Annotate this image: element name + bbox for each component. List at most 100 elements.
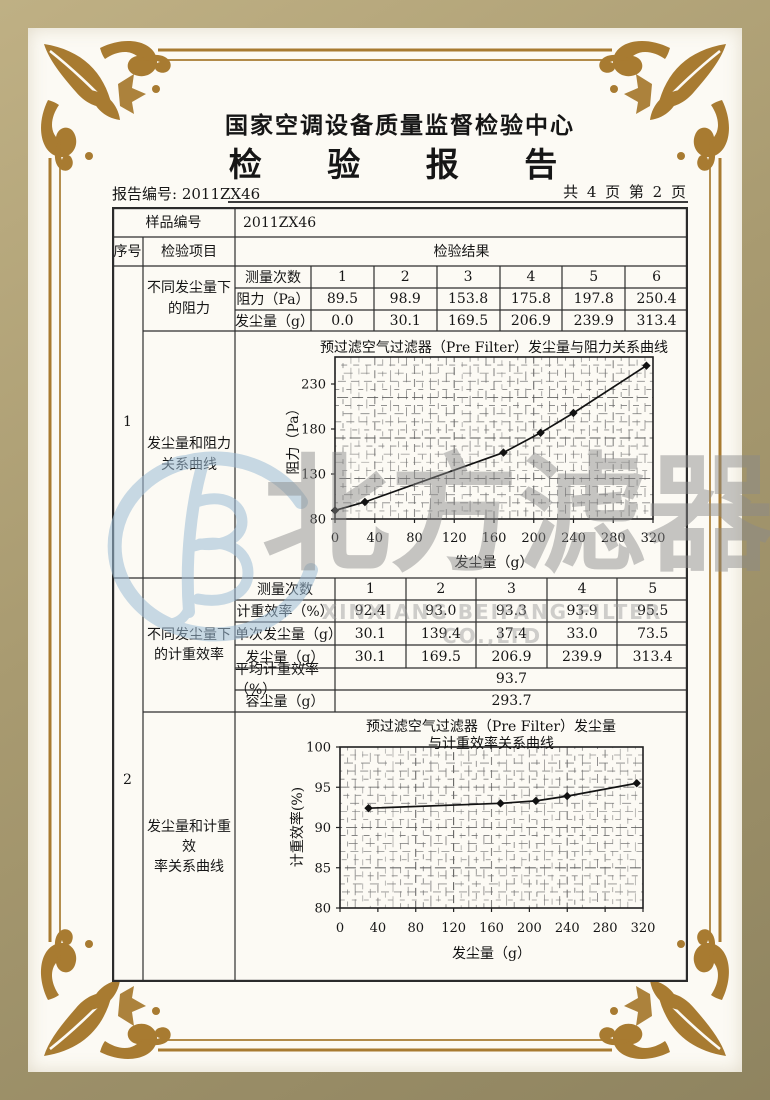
svg-text:320: 320 bbox=[631, 921, 656, 936]
cell: 0.0 bbox=[331, 312, 354, 329]
cell: 2 bbox=[436, 581, 446, 597]
section2-seq: 2 bbox=[123, 771, 132, 788]
table-row: 测量次数 1 2 3 4 5 bbox=[235, 578, 688, 600]
column-header-result: 检验结果 bbox=[433, 243, 490, 260]
item-line: 的阻力 bbox=[168, 300, 210, 317]
row-label: 发尘量（g） bbox=[245, 649, 325, 666]
cell: 169.5 bbox=[448, 312, 489, 329]
cell: 2 bbox=[400, 269, 410, 285]
svg-text:80: 80 bbox=[406, 531, 423, 546]
item-line: 发尘量和阻力 bbox=[147, 436, 231, 453]
cell: 30.1 bbox=[389, 312, 421, 329]
item-line: 发尘量和计重效 bbox=[147, 818, 231, 855]
item-line: 关系曲线 bbox=[161, 456, 217, 473]
svg-text:0: 0 bbox=[336, 921, 344, 936]
cell: 239.9 bbox=[562, 648, 603, 665]
resistance-chart: 0 40 80 120 160 200 240 280 320 80 130 180 230 预过滤空气过… bbox=[286, 340, 668, 571]
svg-text:80: 80 bbox=[314, 902, 331, 917]
section2-item-top: 不同发尘量下 的计重效率 bbox=[143, 578, 235, 712]
column-header-item: 检验项目 bbox=[161, 243, 217, 260]
cell: 93.7 bbox=[495, 671, 528, 687]
cell: 92.4 bbox=[354, 603, 386, 619]
cell: 4 bbox=[577, 581, 587, 597]
svg-text:发尘量（g）: 发尘量（g） bbox=[455, 555, 534, 571]
svg-text:40: 40 bbox=[370, 921, 387, 936]
row-label: 容尘量（g） bbox=[245, 694, 325, 710]
column-header-seq: 序号 bbox=[113, 243, 142, 260]
cell: 197.8 bbox=[573, 291, 614, 307]
svg-text:320: 320 bbox=[641, 531, 666, 546]
page-info: 共 4 页 第 2 页 bbox=[563, 183, 688, 201]
row-label: 发尘量（g） bbox=[235, 313, 314, 330]
table-row: 测量次数 1 2 3 4 5 6 bbox=[235, 266, 688, 288]
cell: 1 bbox=[365, 581, 375, 597]
table-row: 单次发尘量（g） 30.1 139.4 37.4 33.0 73.5 bbox=[235, 622, 688, 645]
cell: 175.8 bbox=[510, 291, 551, 307]
item-line: 率关系曲线 bbox=[154, 859, 224, 876]
cell: 93.9 bbox=[566, 603, 598, 619]
section1-seq: 1 bbox=[123, 413, 132, 430]
cell: 250.4 bbox=[636, 291, 677, 307]
item-line: 不同发尘量下 bbox=[147, 626, 231, 643]
svg-text:40: 40 bbox=[366, 531, 383, 546]
sample-no-label: 样品编号 bbox=[145, 214, 202, 231]
cell: 30.1 bbox=[354, 648, 386, 665]
cell: 98.9 bbox=[389, 291, 421, 307]
cell: 206.9 bbox=[491, 648, 532, 665]
efficiency-chart: 0 40 80 120 160 200 240 280 320 80 85 90 95 100 预过滤空气过… bbox=[289, 719, 656, 962]
svg-text:120: 120 bbox=[442, 531, 467, 546]
table-row: 发尘量（g） 30.1 169.5 206.9 239.9 313.4 bbox=[235, 645, 688, 668]
svg-text:95: 95 bbox=[314, 781, 331, 796]
report-title: 检 验 报 告 bbox=[228, 145, 572, 184]
cell: 1 bbox=[337, 269, 347, 285]
section1-item-bottom: 发尘量和阻力 关系曲线 bbox=[143, 331, 235, 578]
svg-text:240: 240 bbox=[555, 921, 580, 936]
table-row: 计重效率（%） 92.4 93.0 93.3 93.9 95.5 bbox=[235, 600, 688, 622]
section1-item-top: 不同发尘量下 的阻力 bbox=[143, 266, 235, 331]
row-label: 单次发尘量（g） bbox=[235, 626, 342, 643]
cell: 313.4 bbox=[636, 312, 677, 329]
cell: 153.8 bbox=[448, 291, 489, 307]
svg-text:80: 80 bbox=[407, 921, 424, 936]
cell: 93.0 bbox=[425, 603, 457, 619]
cell: 95.5 bbox=[637, 603, 669, 619]
cell: 139.4 bbox=[420, 625, 461, 642]
svg-text:240: 240 bbox=[561, 531, 586, 546]
svg-text:120: 120 bbox=[441, 921, 466, 936]
cell: 30.1 bbox=[354, 625, 386, 642]
cell: 73.5 bbox=[637, 625, 669, 642]
section2-item-bottom: 发尘量和计重效 率关系曲线 bbox=[143, 712, 235, 982]
svg-text:85: 85 bbox=[314, 861, 331, 876]
cell: 33.0 bbox=[566, 625, 598, 642]
svg-text:发尘量（g）: 发尘量（g） bbox=[452, 946, 531, 962]
cell: 37.4 bbox=[495, 625, 528, 642]
row-label: 测量次数 bbox=[257, 582, 313, 598]
table-row-average-efficiency: 平均计重效率（%） 93.7 bbox=[235, 662, 688, 698]
item-line: 不同发尘量下 bbox=[147, 280, 231, 297]
svg-text:280: 280 bbox=[601, 531, 626, 546]
svg-text:预过滤空气过滤器（Pre Filter）发尘量: 预过滤空气过滤器（Pre Filter）发尘量 bbox=[366, 719, 616, 735]
sample-no-value: 2011ZX46 bbox=[243, 214, 317, 231]
cell: 4 bbox=[526, 269, 536, 285]
cell: 6 bbox=[652, 269, 662, 285]
cell: 313.4 bbox=[632, 648, 673, 665]
svg-text:200: 200 bbox=[517, 921, 542, 936]
item-line: 的计重效率 bbox=[154, 647, 224, 663]
row-label: 计重效率（%） bbox=[236, 604, 334, 620]
svg-text:200: 200 bbox=[521, 531, 546, 546]
svg-text:计重效率(%): 计重效率(%) bbox=[289, 787, 306, 867]
frame-lines bbox=[48, 48, 722, 1052]
table-row-dust-capacity: 容尘量（g） 293.7 bbox=[235, 690, 688, 712]
row-label: 测量次数 bbox=[245, 270, 301, 286]
cell: 93.3 bbox=[495, 603, 528, 619]
svg-text:180: 180 bbox=[301, 423, 326, 438]
table-row: 阻力（Pa） 89.5 98.9 153.8 175.8 197.8 250.4 bbox=[235, 288, 688, 310]
svg-text:160: 160 bbox=[479, 921, 504, 936]
center-name: 国家空调设备质量监督检验中心 bbox=[225, 112, 575, 139]
cell: 5 bbox=[648, 581, 658, 597]
svg-text:阻力（Pa）: 阻力（Pa） bbox=[286, 401, 302, 474]
svg-text:预过滤空气过滤器（Pre Filter）发尘量与阻力关系曲线: 预过滤空气过滤器（Pre Filter）发尘量与阻力关系曲线 bbox=[320, 340, 668, 356]
header-rule bbox=[228, 201, 688, 203]
row-label: 平均计重效率（%） bbox=[235, 662, 319, 698]
